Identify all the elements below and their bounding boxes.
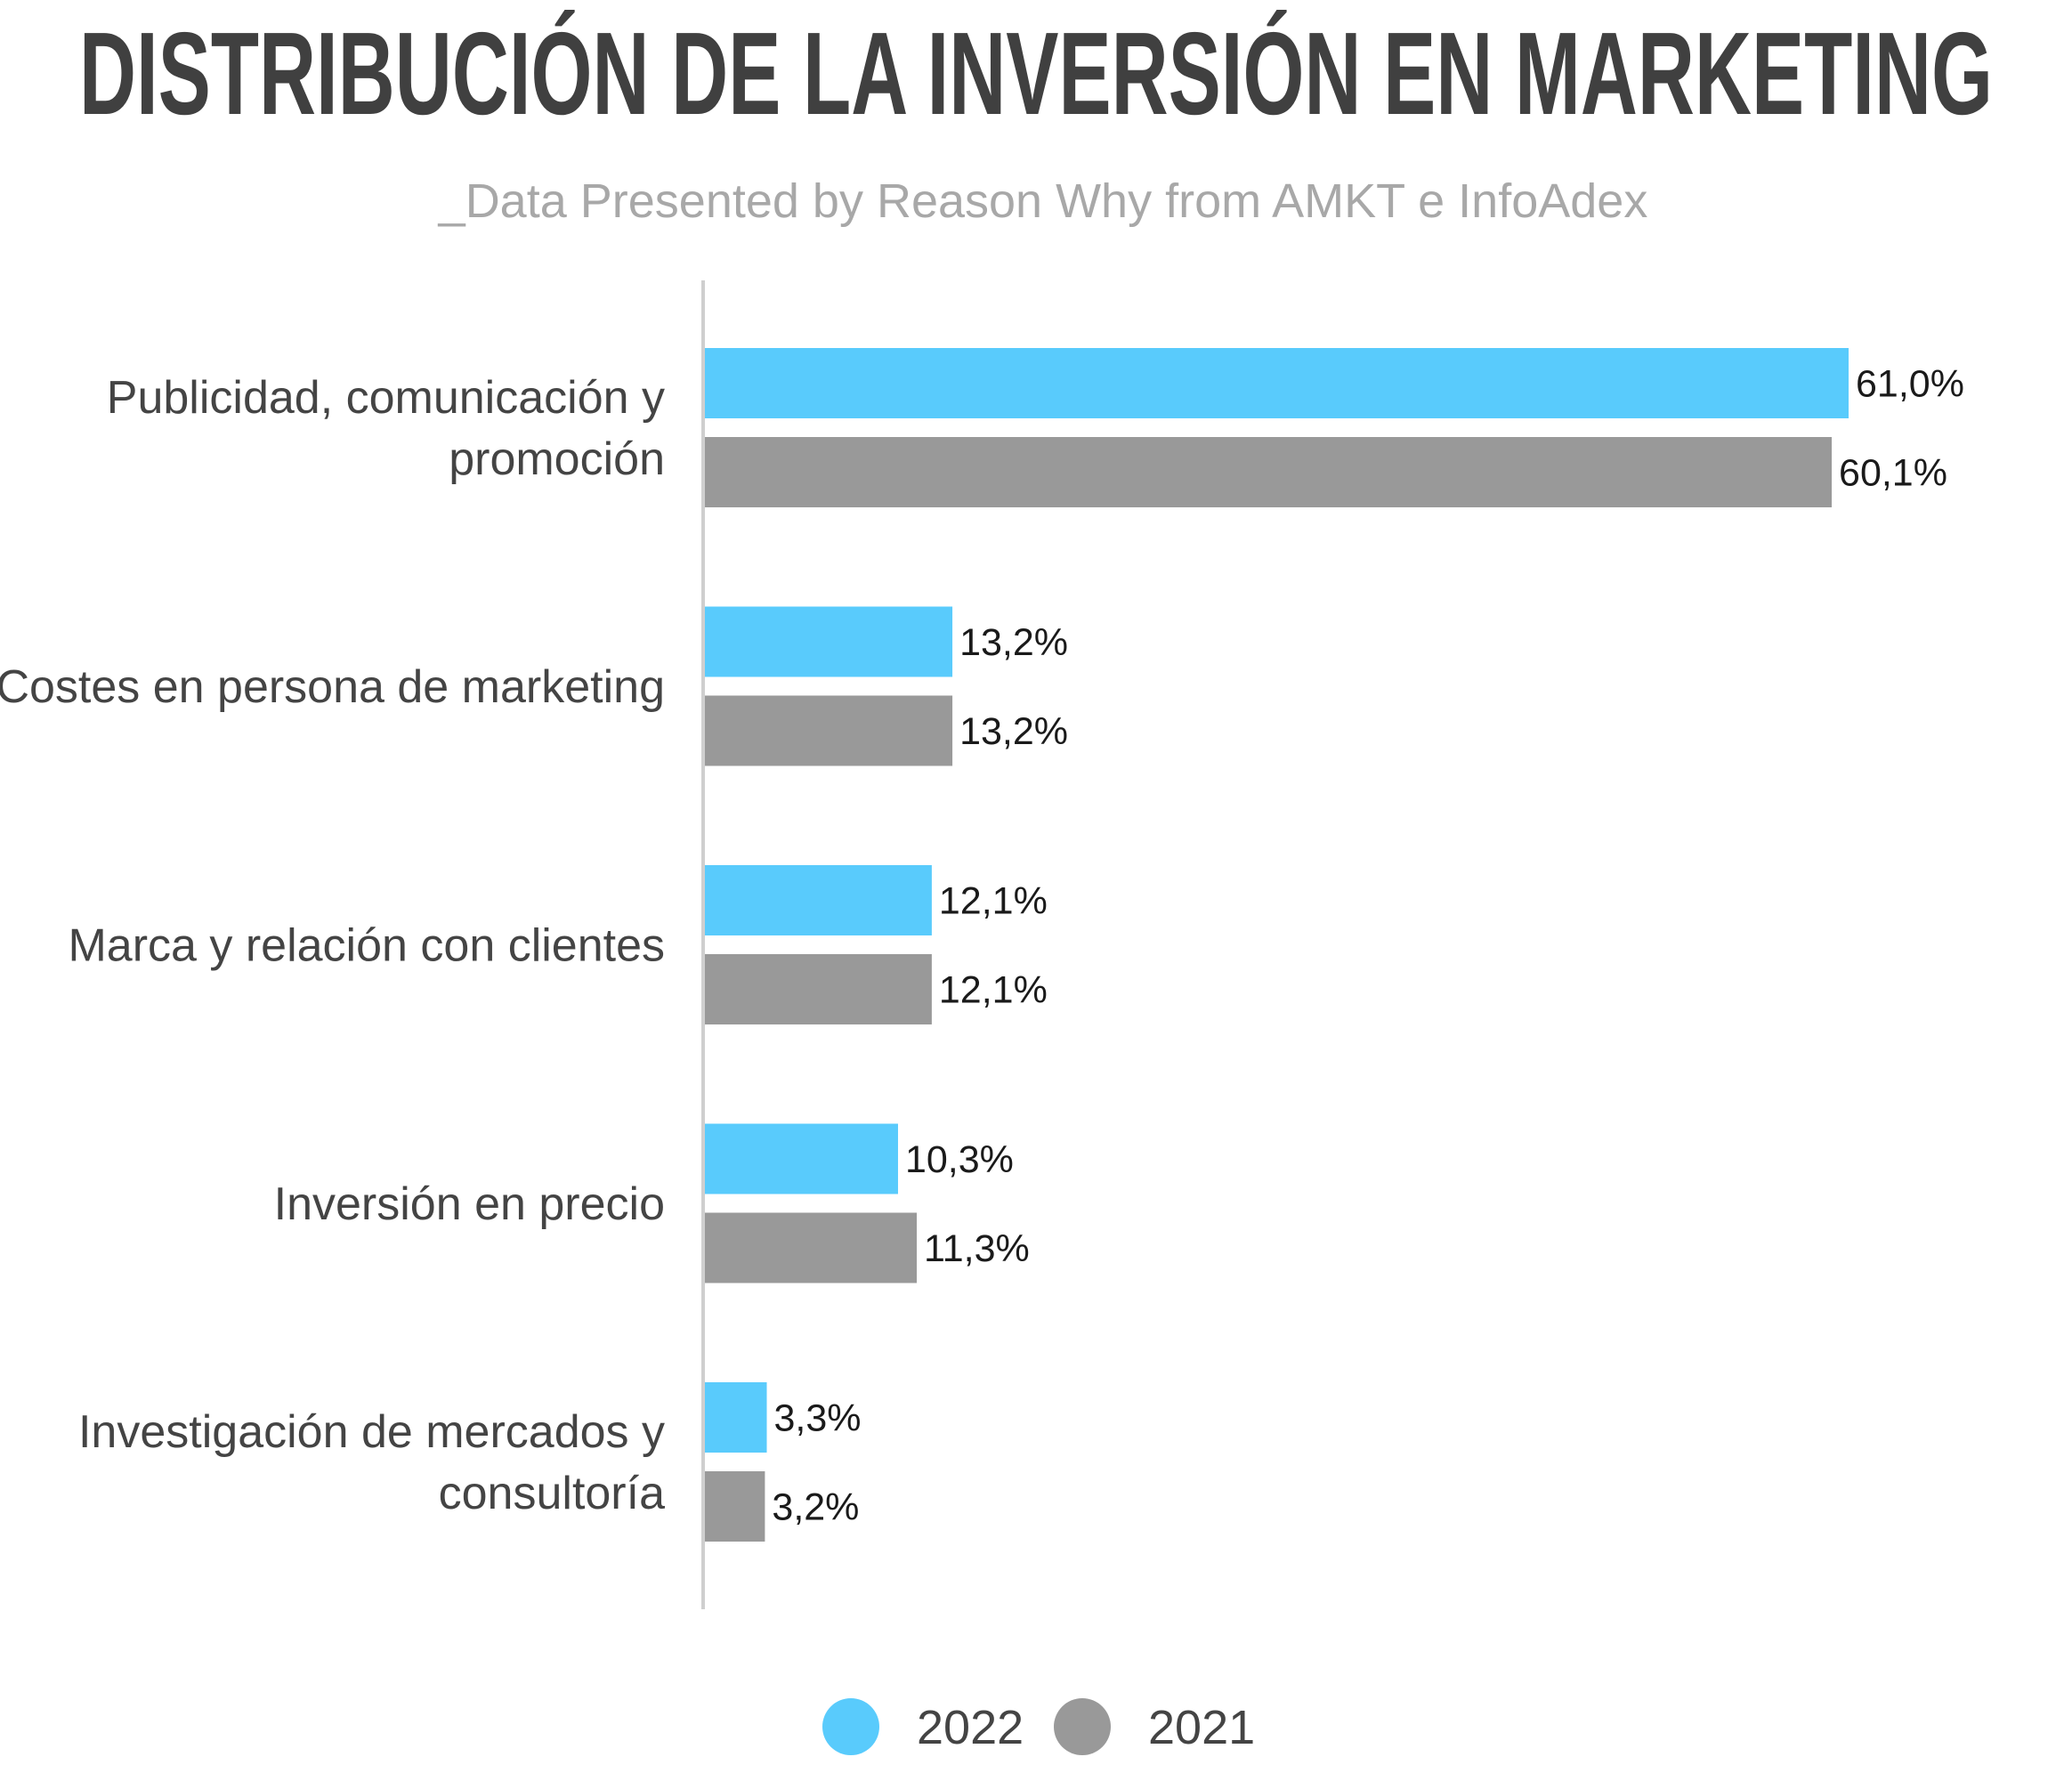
category-label-0-line-1: promoción: [449, 433, 665, 485]
legend: 2022 2021: [822, 1698, 1255, 1755]
bar-2021-2: [705, 954, 932, 1024]
legend-label-2021: 2021: [1148, 1701, 1255, 1754]
legend-label-2022: 2022: [917, 1701, 1024, 1754]
value-label-2021-4: 3,2%: [772, 1486, 859, 1529]
value-label-2022-1: 13,2%: [959, 621, 1068, 664]
chart-subtitle: _Data Presented by Reason Why from AMKT …: [438, 174, 1648, 228]
category-label-4-line-0: Investigación de mercados y: [78, 1406, 665, 1458]
bar-2022-2: [705, 865, 932, 935]
value-label-2021-3: 11,3%: [924, 1227, 1030, 1270]
bar-2021-3: [705, 1212, 918, 1283]
bar-2022-0: [705, 348, 1849, 418]
category-label-1: Costes en persona de marketing: [0, 661, 665, 713]
bars-group: 61,0% 60,1% 13,2% 13,2% 12,1% 12,1% 10,3% 11,3%…: [705, 348, 1964, 1542]
value-label-2021-1: 13,2%: [959, 710, 1068, 753]
bar-2022-1: [705, 606, 953, 677]
bar-2021-0: [705, 437, 1833, 507]
value-label-2021-2: 12,1%: [939, 969, 1048, 1012]
bar-2021-4: [705, 1471, 765, 1542]
chart-title: DISTRIBUCIÓN DE LA INVERSIÓN EN MARKETIN…: [79, 8, 1993, 139]
value-label-2022-4: 3,3%: [774, 1397, 862, 1440]
category-label-4-line-1: consultoría: [439, 1468, 665, 1519]
legend-marker-2022: [822, 1698, 879, 1755]
value-label-2021-0: 60,1%: [1839, 452, 1947, 495]
category-label-0-line-0: Publicidad, comunicación y: [107, 372, 665, 424]
category-label-3: Inversión en precio: [274, 1178, 665, 1230]
legend-marker-2021: [1054, 1698, 1111, 1755]
value-label-2022-3: 10,3%: [905, 1138, 1014, 1181]
bar-2022-4: [705, 1382, 767, 1453]
category-label-2: Marca y relación con clientes: [68, 920, 665, 972]
value-label-2022-2: 12,1%: [939, 880, 1048, 923]
category-labels-group: Publicidad, comunicación y promoción Coste…: [0, 372, 665, 1519]
value-label-2022-0: 61,0%: [1856, 363, 1964, 406]
bar-2022-3: [705, 1123, 898, 1194]
bar-2021-1: [705, 695, 953, 766]
